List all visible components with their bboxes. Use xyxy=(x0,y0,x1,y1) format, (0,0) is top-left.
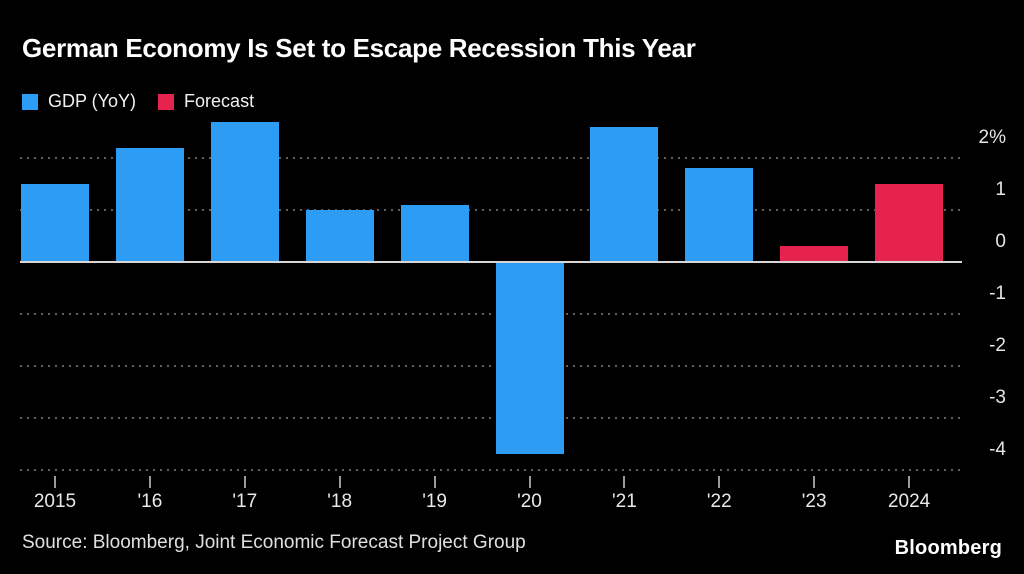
y-axis-label: -2 xyxy=(989,335,1006,356)
legend: GDP (YoY) Forecast xyxy=(22,91,254,112)
bar-21 xyxy=(590,126,659,262)
x-axis-tick xyxy=(433,476,436,488)
y-axis-label: 2% xyxy=(978,127,1006,148)
x-axis-tick xyxy=(718,476,721,488)
x-axis-label: '19 xyxy=(422,491,447,512)
legend-item-gdp: GDP (YoY) xyxy=(22,91,136,112)
zero-axis-line xyxy=(20,261,962,263)
x-axis-tick xyxy=(54,476,56,488)
gridline xyxy=(20,313,962,315)
x-axis-label: '16 xyxy=(137,491,163,512)
y-axis-label: -1 xyxy=(989,283,1006,304)
bar-2024 xyxy=(875,184,944,262)
x-axis-label: '22 xyxy=(706,491,732,512)
chart-title: German Economy Is Set to Escape Recessio… xyxy=(22,33,696,63)
x-axis-tick xyxy=(908,476,911,488)
bar-17 xyxy=(210,121,279,262)
legend-item-forecast: Forecast xyxy=(158,91,254,112)
legend-swatch-gdp-icon xyxy=(22,93,38,110)
legend-label-forecast: Forecast xyxy=(184,91,255,111)
x-axis-tick xyxy=(623,476,626,488)
x-axis-tick xyxy=(243,476,246,488)
x-axis-tick xyxy=(813,476,816,488)
bar-22 xyxy=(685,168,754,262)
y-axis-label: 0 xyxy=(995,231,1006,252)
bar-2015 xyxy=(21,184,89,262)
bloomberg-logo: Bloomberg xyxy=(894,537,1002,559)
x-axis-label: '17 xyxy=(232,491,258,512)
bar-16 xyxy=(115,147,184,262)
gridline xyxy=(20,365,962,367)
x-axis-label: '20 xyxy=(517,491,542,512)
source-note: Source: Bloomberg, Joint Economic Foreca… xyxy=(22,532,526,553)
gridline xyxy=(20,209,962,211)
y-axis-label: -3 xyxy=(989,387,1006,408)
gridline xyxy=(20,469,962,471)
x-axis-label: '23 xyxy=(801,491,827,512)
x-axis-tick xyxy=(338,476,341,488)
bar-19 xyxy=(400,204,469,262)
x-axis-label: 2024 xyxy=(887,491,931,512)
y-axis-label: 1 xyxy=(995,179,1006,200)
x-axis-label: '18 xyxy=(327,491,353,512)
bar-20 xyxy=(495,262,564,455)
bar-18 xyxy=(305,210,374,262)
x-axis-label: 2015 xyxy=(33,491,77,512)
gridline xyxy=(20,157,962,159)
legend-label-gdp: GDP (YoY) xyxy=(48,91,137,111)
y-axis-label: -4 xyxy=(989,439,1006,460)
x-axis-tick xyxy=(528,476,531,488)
gridline xyxy=(20,417,962,419)
legend-swatch-forecast-icon xyxy=(158,93,175,110)
x-axis-label: '21 xyxy=(612,491,637,512)
x-axis-tick xyxy=(148,476,151,488)
bar-23 xyxy=(780,246,849,262)
